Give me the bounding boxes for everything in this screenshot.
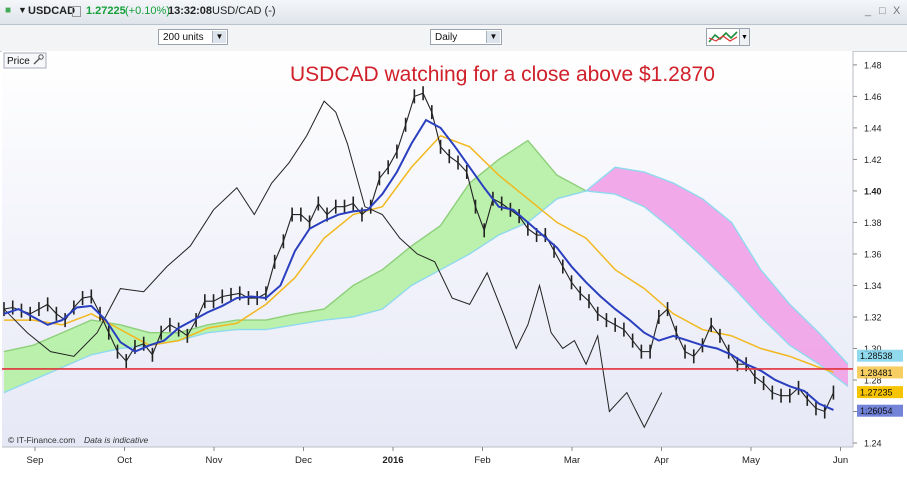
window-titlebar: ■ ▼ USDCAD 1.27225 (+0.10%) 13:32:08 USD… xyxy=(0,0,907,25)
price-tag-label: 1.28481 xyxy=(860,368,893,378)
x-tick-label: Feb xyxy=(474,455,490,466)
last-price: 1.27225 xyxy=(86,5,126,17)
price-tag-box xyxy=(857,386,903,399)
x-tick-label: Sep xyxy=(27,455,44,466)
x-tick-label: Nov xyxy=(206,455,223,466)
chevron-down-icon[interactable]: ▼ xyxy=(740,28,750,46)
chevron-down-icon: ▼ xyxy=(212,31,226,43)
units-select-value: 200 units xyxy=(163,32,204,43)
x-tick-label: Dec xyxy=(295,455,312,466)
y-tick-label: 1.36 xyxy=(864,249,882,259)
price-button[interactable]: Price xyxy=(3,52,47,69)
y-tick-label: 1.32 xyxy=(864,312,882,322)
symbol-label: USDCAD xyxy=(28,5,76,17)
maximize-button[interactable]: □ xyxy=(879,5,886,17)
footer-note: Data is indicative xyxy=(84,435,149,445)
x-tick-label: Apr xyxy=(654,455,669,466)
period-select[interactable]: Daily ▼ xyxy=(430,29,502,45)
app-icon: ■ xyxy=(5,5,12,16)
price-tag-label: 1.27235 xyxy=(860,388,893,398)
y-tick-label: 1.44 xyxy=(864,123,882,133)
series-line-ma-fast xyxy=(3,118,834,411)
close-button[interactable]: X xyxy=(893,5,901,17)
cloud-edge-upper-1 xyxy=(585,166,849,365)
price-tag-box xyxy=(857,404,903,417)
price-tag-label: 1.28538 xyxy=(860,351,893,361)
y-tick-label: 1.34 xyxy=(864,281,882,291)
chart-toolbar: 200 units ▼ Daily ▼ ▼ xyxy=(0,25,907,52)
price-tag-box xyxy=(857,366,903,379)
y-tick-label: 1.42 xyxy=(864,155,882,165)
footer-source: © IT-Finance.com xyxy=(8,435,75,445)
units-select[interactable]: 200 units ▼ xyxy=(158,29,228,45)
x-tick-label: 2016 xyxy=(382,455,403,466)
price-tag-box xyxy=(857,349,903,362)
series-line-ma-slow xyxy=(4,134,834,373)
y-tick-label: 1.46 xyxy=(864,92,882,102)
pair-label: USD/CAD (-) xyxy=(212,5,276,17)
menu-chevron-icon[interactable]: ▼ xyxy=(18,5,27,15)
period-select-value: Daily xyxy=(435,32,458,43)
wrench-icon xyxy=(33,54,44,65)
series-line-price xyxy=(3,92,834,413)
info-icon[interactable] xyxy=(72,6,81,17)
chevron-down-icon: ▼ xyxy=(486,31,500,43)
cloud-edge-lower-0 xyxy=(3,190,587,394)
y-tick-label: 1.40 xyxy=(864,186,882,196)
y-tick-label: 1.28 xyxy=(864,375,882,385)
y-tick-label: 1.38 xyxy=(864,218,882,228)
series-line-lagging xyxy=(3,100,663,429)
x-tick-label: Mar xyxy=(564,455,580,466)
cloud-edge-lower-1 xyxy=(585,190,849,387)
y-tick-label: 1.48 xyxy=(864,60,882,70)
cloud-edge-upper-0 xyxy=(3,139,587,353)
chart-area: 1.241.261.281.301.321.341.361.381.401.42… xyxy=(0,51,907,472)
line-chart-icon xyxy=(708,31,738,43)
minimize-button[interactable]: _ xyxy=(865,5,872,17)
x-tick-label: Oct xyxy=(117,455,132,466)
y-tick-label: 1.24 xyxy=(864,439,882,449)
price-label: Price xyxy=(7,56,30,67)
y-tick-label: 1.30 xyxy=(864,344,882,354)
price-chart: 1.241.261.281.301.321.341.361.381.401.42… xyxy=(2,51,903,466)
price-tag-label: 1.26054 xyxy=(860,406,893,416)
x-tick-label: May xyxy=(742,455,760,466)
price-change: (+0.10%) xyxy=(125,5,170,17)
chart-title: USDCAD watching for a close above $1.287… xyxy=(290,63,715,86)
time-label: 13:32:08 xyxy=(168,5,213,17)
cloud-bear-1 xyxy=(586,167,848,387)
chart-tools-button[interactable] xyxy=(706,28,740,46)
x-tick-label: Jun xyxy=(833,455,848,466)
